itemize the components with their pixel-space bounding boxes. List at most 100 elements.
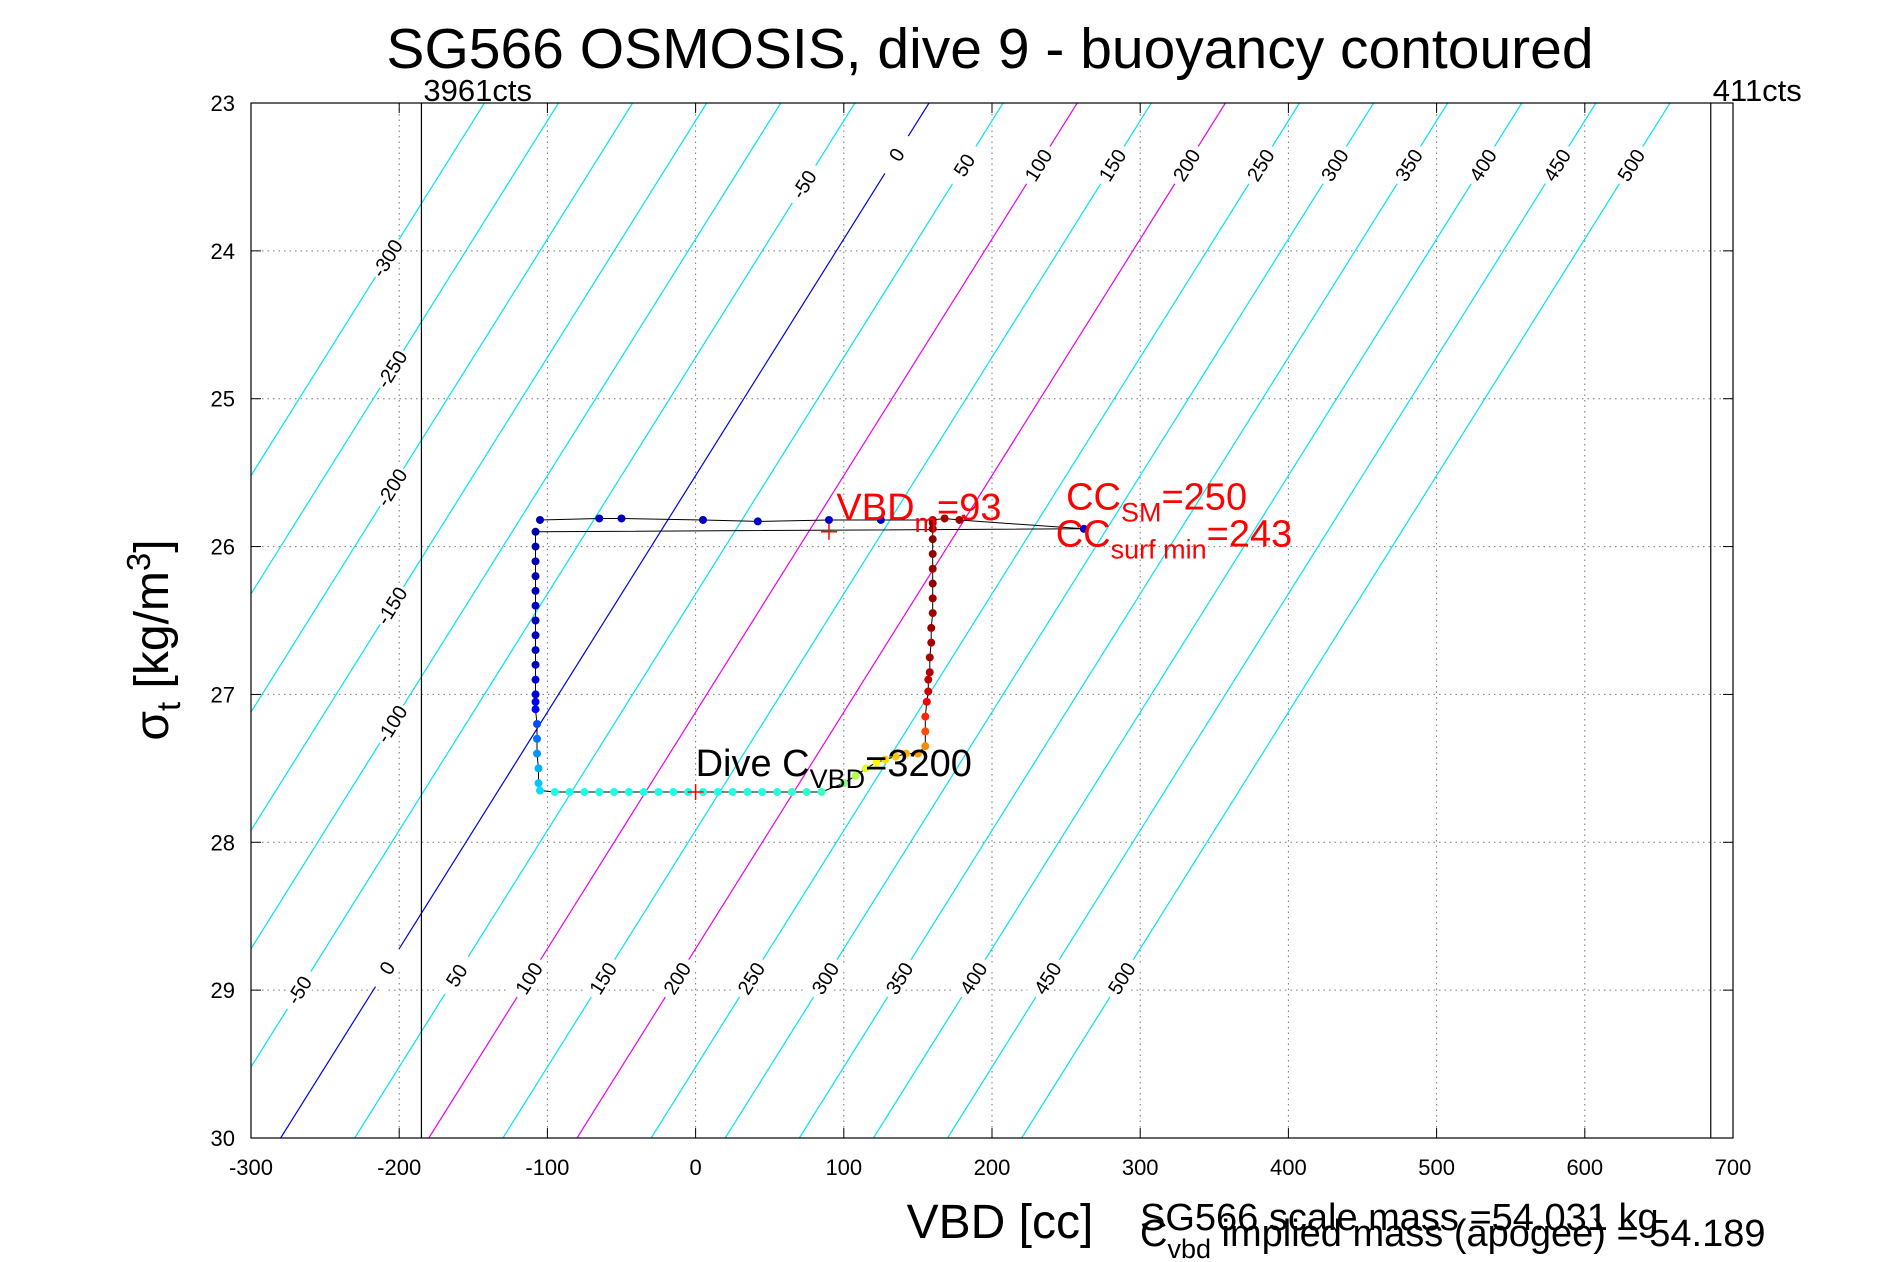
- x-tick-label: 200: [974, 1155, 1011, 1180]
- x-tick-label: -300: [229, 1155, 273, 1180]
- contour-line: [251, 103, 856, 1069]
- contour-label-bg: [370, 581, 413, 631]
- dive-point: [699, 515, 708, 524]
- contour-label-bg: [943, 140, 986, 190]
- dive-point: [531, 646, 540, 655]
- dive-point: [924, 675, 933, 684]
- vbd-limit-label: 3961cts: [423, 73, 532, 108]
- contour-label-bg: [435, 950, 478, 1000]
- dive-point: [925, 668, 934, 677]
- dive-point: [617, 514, 626, 523]
- dive-point: [531, 616, 540, 625]
- dive-point: [531, 697, 540, 706]
- dive-point: [928, 535, 937, 544]
- dive-point: [955, 515, 964, 524]
- dive-point: [891, 752, 900, 761]
- implied-mass-text: Cvbd implied mass (apogee) = 54.189: [1140, 1213, 1766, 1262]
- dive-point: [533, 734, 542, 743]
- dive-point: [531, 586, 540, 595]
- dive-point: [824, 515, 833, 524]
- annotation-value: =250: [1161, 477, 1247, 519]
- dive-point: [928, 564, 937, 573]
- dive-point: [913, 749, 922, 758]
- dive-point: [531, 660, 540, 669]
- dive-point: [531, 631, 540, 640]
- contour-label-bg: [1100, 953, 1143, 1003]
- dive-point: [927, 623, 936, 632]
- x-tick-label: 400: [1270, 1155, 1307, 1180]
- dive-point: [924, 687, 933, 696]
- dive-point: [922, 697, 931, 706]
- dive-point: [531, 572, 540, 581]
- dive-point: [928, 609, 937, 618]
- dive-point: [531, 542, 540, 551]
- implied-mass-tail: implied mass (apogee) = 54.189: [1211, 1213, 1766, 1255]
- annotation-sub: VBD: [810, 764, 866, 794]
- dive-track-line: [535, 517, 1084, 793]
- contour-label-bg: [1239, 140, 1282, 190]
- contour-label-bg: [366, 943, 409, 993]
- y-tick-label: 26: [211, 535, 235, 560]
- dive-point: [531, 705, 540, 714]
- y-tick-label: 23: [211, 91, 235, 116]
- contour-label-bg: [1536, 140, 1579, 190]
- annotation-dive-c: Dive CVBD=3200: [696, 743, 972, 794]
- y-tick-label: 28: [211, 830, 235, 855]
- annotation-sub: surf min: [1111, 535, 1207, 565]
- dive-point: [743, 788, 752, 797]
- vbd-limit-lines: 3961cts 411cts: [420, 73, 1802, 1138]
- dive-point: [928, 518, 937, 527]
- dive-point: [876, 515, 885, 524]
- chart-title: SG566 OSMOSIS, dive 9 - buoyancy contour…: [386, 17, 1593, 81]
- contour-label-bg: [1313, 140, 1356, 190]
- dive-point: [902, 749, 911, 758]
- contour-label-bg: [507, 953, 550, 1003]
- annotation-cc-sm: CCSM=250: [1066, 477, 1247, 528]
- annotation-main: VBD: [836, 487, 914, 529]
- dive-track: [535, 517, 1084, 793]
- dive-point: [1079, 524, 1088, 533]
- x-axis-label: VBD [cc]: [907, 1196, 1094, 1249]
- x-tick-label: 300: [1122, 1155, 1159, 1180]
- contour-label-bg: [804, 953, 847, 1003]
- x-tick-label: -200: [377, 1155, 421, 1180]
- contour-label-bg: [370, 344, 413, 394]
- dive-point: [753, 517, 762, 526]
- dive-point: [550, 788, 559, 797]
- dive-point: [817, 788, 826, 797]
- dive-point: [921, 712, 930, 721]
- dive-point: [595, 788, 604, 797]
- dive-point: [534, 764, 543, 773]
- contour-label-bg: [278, 965, 321, 1015]
- dive-point: [535, 786, 544, 795]
- x-tick-label: 100: [825, 1155, 862, 1180]
- contour-label-bg: [878, 953, 921, 1003]
- dive-point: [624, 788, 633, 797]
- dive-point: [713, 788, 722, 797]
- dive-point: [580, 788, 589, 797]
- dive-point: [921, 727, 930, 736]
- dive-point: [531, 675, 540, 684]
- annotation-sub: m: [915, 508, 938, 538]
- dive-point: [839, 779, 848, 788]
- annotation-vbd-m: VBDm=93: [836, 487, 1001, 538]
- contour-label-bg: [1610, 140, 1653, 190]
- dive-point: [565, 788, 574, 797]
- contour-label-bg: [581, 953, 624, 1003]
- dive-point: [531, 557, 540, 566]
- implied-mass-c: C: [1140, 1213, 1167, 1255]
- dive-point: [531, 527, 540, 536]
- y-axis-unit-b: ]: [126, 539, 179, 552]
- contour-label-bg: [656, 953, 699, 1003]
- dive-point: [928, 524, 937, 533]
- annotation-sub: SM: [1121, 498, 1162, 528]
- contour-label-bg: [1091, 140, 1134, 190]
- x-axis-ticks: -300 -200 -100 0 100 200 300 400 500 600 700: [229, 103, 1751, 1180]
- annotation-value: =3200: [865, 743, 972, 785]
- dive-point: [669, 788, 678, 797]
- dive-point: [802, 788, 811, 797]
- dive-point: [881, 755, 890, 764]
